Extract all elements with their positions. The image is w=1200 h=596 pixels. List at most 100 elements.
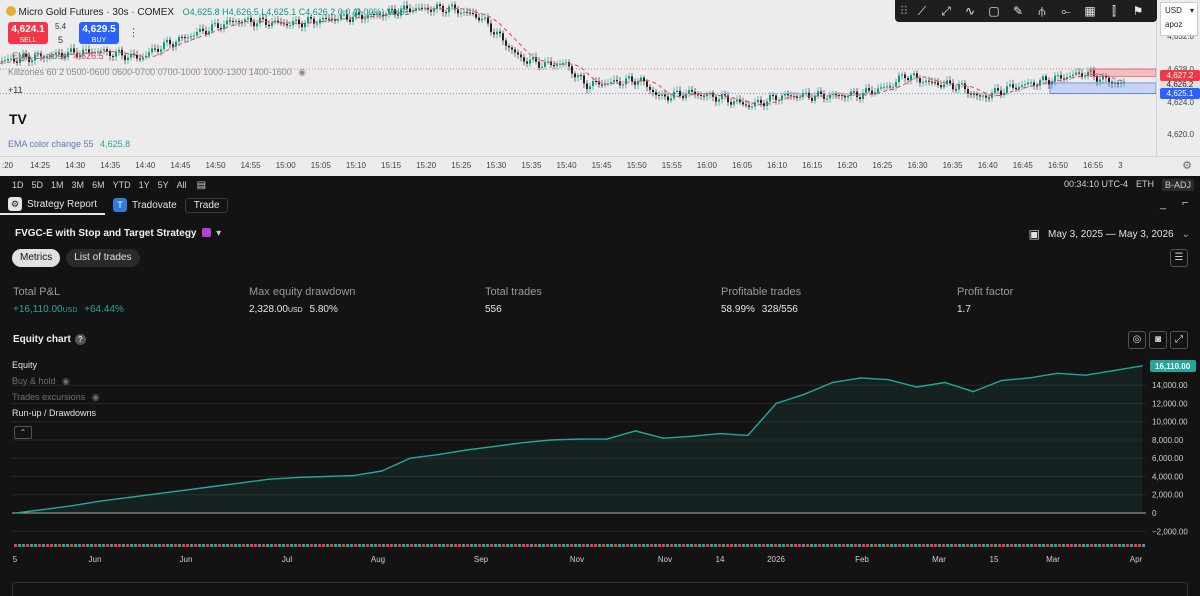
eye-hidden-icon[interactable]: ◉ [62,376,70,386]
adjustment-toggle[interactable]: B-ADJ [1161,179,1194,191]
minimize-panel-icon[interactable]: _ [1160,198,1167,210]
legend-buy-hold[interactable]: Buy & hold ◉ [12,376,70,387]
candle-body [847,95,849,98]
session-toggle[interactable]: ETH [1135,179,1154,189]
candle-body [283,23,285,25]
candle-body [784,93,786,96]
sell-button[interactable]: 4,624.1 SELL [8,22,48,44]
collapsed-indicators[interactable]: +11 [8,85,23,95]
range-button-6m[interactable]: 6M [92,180,105,190]
candle-body [160,49,162,52]
subtab-metrics[interactable]: Metrics [12,249,61,267]
range-button-ytd[interactable]: YTD [112,180,131,190]
candle-body [454,4,456,10]
x-tick-label: 5 [13,555,18,564]
range-button-5y[interactable]: 5Y [157,180,169,190]
total-pnl-unit: USD [62,307,78,314]
trade-marker [558,544,561,547]
ema-change-legend[interactable]: EMA color change 55 4,625.8 [8,139,130,149]
equity-point [1056,372,1059,375]
ema-label: EMA 21 close [12,51,68,61]
brush-icon[interactable]: ✎ [1012,4,1024,18]
price-chart-canvas[interactable] [0,0,1156,156]
chart-options-icon[interactable]: ◎ [1128,331,1146,349]
subtab-list-of-trades[interactable]: List of trades [66,249,140,267]
trade-button[interactable]: Trade [184,197,229,213]
time-axis[interactable]: :20 14:25 14:30 14:35 14:40 14:45 14:50 14:55 15… [0,156,1200,176]
range-button-5d[interactable]: 5D [31,180,44,190]
ema-legend[interactable]: EMA 21 close 4,626.5 [12,51,104,61]
trade-marker [1014,544,1017,547]
trade-marker [818,544,821,547]
rectangle-icon[interactable]: ▢ [988,4,1000,18]
clock-display[interactable]: 00:34:10 UTC-4 [1063,179,1128,189]
trade-marker [338,544,341,547]
trade-marker [522,544,525,547]
calendar-range-icon[interactable]: ▤ [196,179,207,191]
eye-hidden-icon[interactable]: ◉ [91,392,100,402]
trade-marker [90,544,93,547]
range-button-1m[interactable]: 1M [51,180,64,190]
candle-body [907,78,909,80]
range-button-3m[interactable]: 3M [71,180,85,190]
candle-body [1090,70,1092,72]
trade-marker [210,544,213,547]
candle-body [1045,76,1047,81]
chevron-down-icon[interactable]: ▾ [216,228,222,239]
trade-marker [318,544,321,547]
trend-line-icon[interactable]: ⟋ [917,4,927,18]
trade-marker [342,544,345,547]
trade-marker [1030,544,1033,547]
collapse-legend-icon[interactable]: ⌃ [14,426,32,439]
flag-icon[interactable]: ⚑ [1132,4,1144,18]
expand-icon[interactable]: ⤢ [1170,331,1188,349]
strategy-selector[interactable]: FVGC-E with Stop and Target Strategy ▾ [15,228,221,239]
strategy-settings-icon[interactable] [202,228,212,237]
report-menu-icon[interactable]: ☰ [1170,249,1188,267]
symbol-name[interactable]: Micro Gold Futures · 30s · COMEX [18,7,175,18]
trade-marker [614,544,617,547]
path-icon[interactable]: ∿ [964,4,976,18]
trade-marker [466,544,469,547]
tab-tradovate[interactable]: T Tradovate [105,195,185,215]
price-tick: 4,620.0 [1167,130,1194,140]
trade-marker [1082,544,1085,547]
eye-hidden-icon[interactable]: ◉ [298,67,307,77]
range-button-all[interactable]: All [176,180,187,190]
grid-icon[interactable]: ▦ [1084,4,1096,18]
legend-equity[interactable]: Equity [12,360,38,370]
candle-body [523,57,525,62]
range-button-1y[interactable]: 1Y [138,180,150,190]
legend-trades-excursions[interactable]: Trades excursions ◉ [12,392,100,403]
price-chart[interactable]: Micro Gold Futures · 30s · COMEX O4,625.… [0,0,1200,176]
trade-marker [882,544,885,547]
candle-body [127,57,129,61]
range-button-1d[interactable]: 1D [12,180,24,190]
trade-marker [166,544,169,547]
more-options-icon[interactable]: ⋮ [128,27,139,39]
date-range-selector[interactable]: ▣ May 3, 2025 — May 3, 2026 ⌄ [1029,227,1190,241]
trade-marker [922,544,925,547]
help-icon[interactable]: ? [74,334,86,345]
candle-body [307,17,309,23]
equity-chart-canvas[interactable]: −2,000.00 0 2,000.00 4,000.00 6,000.00 8,000.… [0,350,1200,572]
candle-body [643,77,645,82]
drag-handle-icon[interactable]: ⠿ [899,4,909,18]
killzones-legend[interactable]: Killzones 60 2 0500-0600 0600-0700 0700-… [8,67,306,78]
fib-icon[interactable]: ⫿ [1112,4,1116,18]
candle-body [295,19,297,22]
ray-icon[interactable]: ⤢ [941,4,951,18]
candle-body [475,13,477,18]
candle-body [49,55,51,57]
maximize-panel-icon[interactable]: ⌐ [1182,197,1189,209]
tab-strategy-report[interactable]: ⚙ Strategy Report [0,195,106,215]
legend-runup-drawdowns[interactable]: Run-up / Drawdowns [12,408,97,418]
trade-marker [414,544,417,547]
pitchfork-icon[interactable]: ⫛ [1038,4,1046,18]
horizontal-line-icon[interactable]: ⟜ [1061,4,1071,18]
currency-selector[interactable]: USD ▾ apoz [1160,2,1198,36]
candle-body [484,17,486,19]
buy-button[interactable]: 4,629.5 BUY [79,22,119,44]
chart-settings-icon[interactable]: ⚙ [1182,160,1192,172]
camera-icon[interactable]: ◙ [1149,331,1167,349]
